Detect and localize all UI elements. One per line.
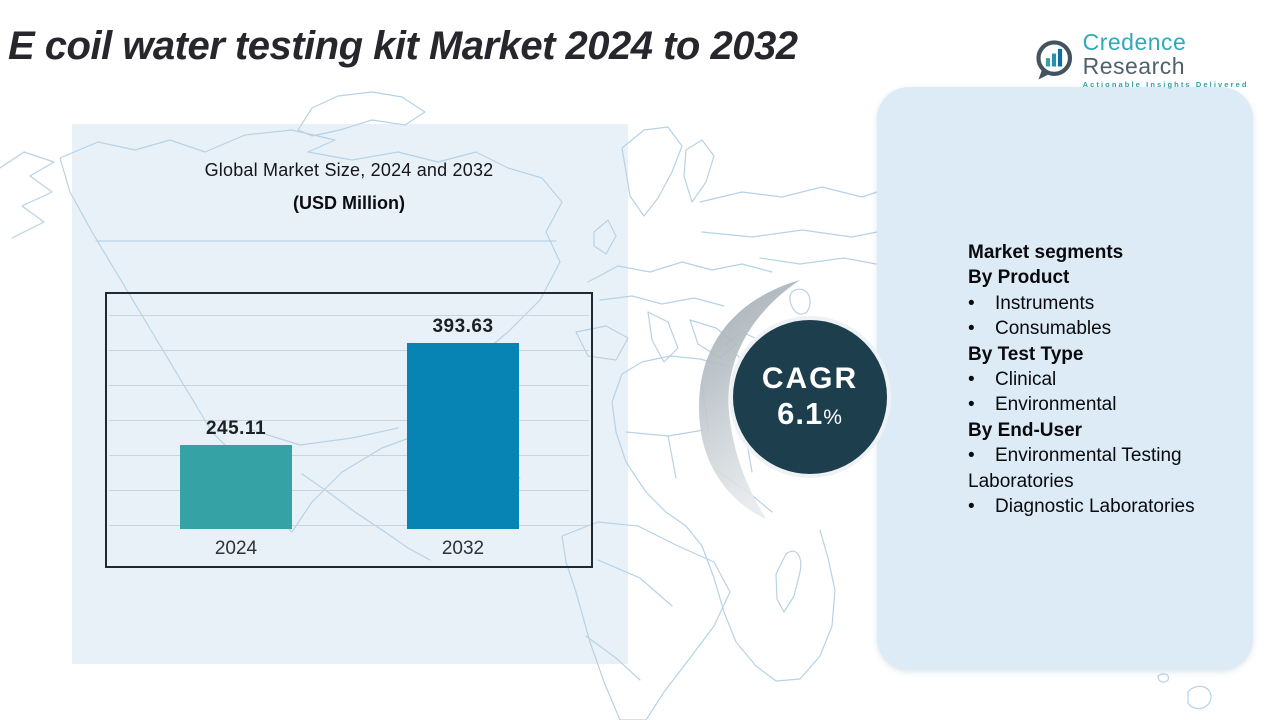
bar-rect bbox=[180, 445, 292, 529]
cagr-text: CAGR 6.1% bbox=[730, 362, 890, 436]
segment-item: • Environmental bbox=[968, 392, 1248, 417]
cagr-value: 6.1% bbox=[777, 396, 843, 431]
segments-panel bbox=[877, 87, 1253, 670]
chart-title: Global Market Size, 2024 and 2032 bbox=[204, 160, 494, 180]
page-title: E coil water testing kit Market 2024 to … bbox=[8, 24, 798, 68]
bar-rect bbox=[407, 343, 519, 529]
segment-item: • Environmental Testing Laboratories bbox=[968, 445, 1182, 492]
bar-value-label: 393.63 bbox=[432, 316, 494, 338]
segment-group-title: By Test Type bbox=[968, 343, 1084, 365]
chart-plot: 245.11 2024 393.63 2032 bbox=[107, 294, 591, 566]
bar-2032: 393.63 bbox=[407, 316, 519, 529]
segments-groups: By Product • Instruments • Consumables By Tes… bbox=[968, 265, 1248, 519]
cagr-label: CAGR bbox=[761, 362, 859, 395]
bar-2024: 245.11 bbox=[180, 418, 292, 529]
segment-item: • Diagnostic Laboratories bbox=[968, 494, 1248, 519]
segments-block: Market segments By Product • Instruments • C… bbox=[968, 240, 1248, 519]
logo-chart-bubble-icon bbox=[1036, 39, 1073, 79]
logo-name-research: Research bbox=[1082, 53, 1186, 79]
bullet-icon: • bbox=[968, 496, 975, 518]
bullet-icon: • bbox=[968, 394, 975, 416]
bar-chart: 245.11 2024 393.63 2032 bbox=[105, 292, 593, 568]
bullet-icon: • bbox=[968, 292, 975, 314]
credence-research-logo: Credence Research Actionable Insights De… bbox=[1032, 30, 1280, 89]
segment-group-title: By End-User bbox=[968, 419, 1083, 441]
x-axis-label: 2032 bbox=[441, 538, 485, 559]
logo-name-credence: Credence bbox=[1082, 29, 1187, 55]
logo-tagline: Actionable Insights Delivered bbox=[1082, 80, 1249, 89]
segment-item: • Clinical bbox=[968, 367, 1248, 392]
bullet-icon: • bbox=[968, 369, 975, 391]
segments-heading: Market segments bbox=[968, 242, 1124, 263]
bar-value-label: 245.11 bbox=[205, 418, 267, 440]
x-axis-label: 2024 bbox=[214, 538, 258, 559]
logo-name: Credence Research bbox=[1083, 30, 1280, 78]
segment-group-title: By Product bbox=[968, 267, 1070, 289]
chart-subtitle: (USD Million) bbox=[293, 193, 405, 213]
segment-item: • Consumables bbox=[968, 316, 1248, 341]
bullet-icon: • bbox=[968, 445, 975, 467]
segment-item: • Instruments bbox=[968, 291, 1248, 316]
bullet-icon: • bbox=[968, 318, 975, 340]
percent-sign: % bbox=[823, 406, 843, 429]
